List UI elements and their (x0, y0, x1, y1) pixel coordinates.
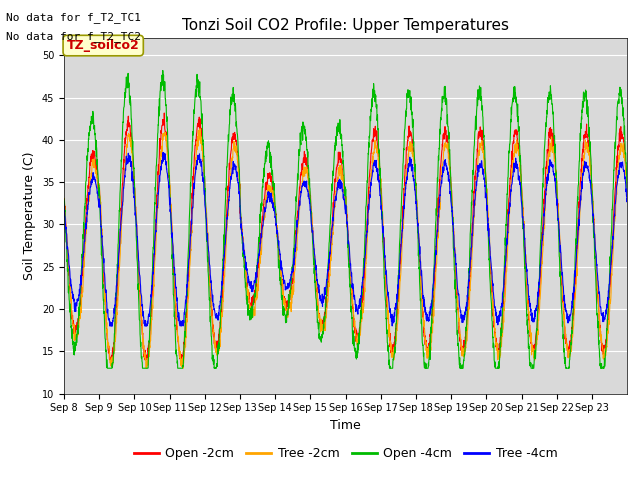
Tree -4cm (116, 227, 124, 233)
Tree -4cm (159, 149, 167, 155)
Open -4cm (548, 92, 556, 98)
Tree -4cm (60, 202, 68, 208)
Open -2cm (106, 357, 114, 363)
Line: Open -4cm: Open -4cm (64, 71, 627, 368)
Tree -2cm (239, 237, 246, 242)
Open -2cm (116, 226, 124, 232)
Open -4cm (159, 68, 166, 73)
X-axis label: Time: Time (330, 419, 361, 432)
Open -4cm (516, 143, 524, 148)
Tree -2cm (616, 149, 623, 155)
Open -4cm (104, 365, 111, 371)
Open -2cm (161, 110, 168, 116)
Open -2cm (516, 151, 524, 156)
Tree -2cm (380, 241, 388, 247)
Text: No data for f_T2_TC1: No data for f_T2_TC1 (6, 12, 141, 23)
Tree -4cm (616, 163, 623, 168)
Open -4cm (623, 189, 631, 195)
Tree -4cm (623, 196, 631, 202)
Open -2cm (239, 234, 246, 240)
Tree -2cm (196, 126, 204, 132)
Tree -2cm (116, 251, 124, 257)
Y-axis label: Soil Temperature (C): Soil Temperature (C) (23, 152, 36, 280)
Open -4cm (60, 196, 68, 202)
Line: Open -2cm: Open -2cm (64, 113, 627, 360)
Text: No data for f_T2_TC2: No data for f_T2_TC2 (6, 31, 141, 42)
Open -2cm (616, 135, 623, 141)
Tree -4cm (106, 323, 113, 329)
Tree -4cm (548, 159, 556, 165)
Open -2cm (623, 183, 631, 189)
Open -2cm (380, 235, 388, 240)
Text: TZ_soilco2: TZ_soilco2 (67, 39, 140, 52)
Tree -4cm (516, 181, 524, 187)
Tree -2cm (548, 134, 556, 140)
Open -4cm (616, 89, 623, 95)
Tree -2cm (60, 198, 68, 204)
Tree -2cm (623, 184, 631, 190)
Open -2cm (60, 196, 68, 202)
Open -4cm (116, 180, 124, 186)
Tree -4cm (380, 236, 388, 241)
Tree -2cm (516, 162, 524, 168)
Tree -4cm (239, 231, 246, 237)
Line: Tree -4cm: Tree -4cm (64, 152, 627, 326)
Open -4cm (380, 261, 388, 266)
Tree -2cm (142, 365, 150, 371)
Title: Tonzi Soil CO2 Profile: Upper Temperatures: Tonzi Soil CO2 Profile: Upper Temperatur… (182, 18, 509, 33)
Open -2cm (548, 128, 556, 134)
Legend: Open -2cm, Tree -2cm, Open -4cm, Tree -4cm: Open -2cm, Tree -2cm, Open -4cm, Tree -4… (129, 443, 563, 466)
Open -4cm (239, 240, 246, 246)
Line: Tree -2cm: Tree -2cm (64, 129, 627, 368)
